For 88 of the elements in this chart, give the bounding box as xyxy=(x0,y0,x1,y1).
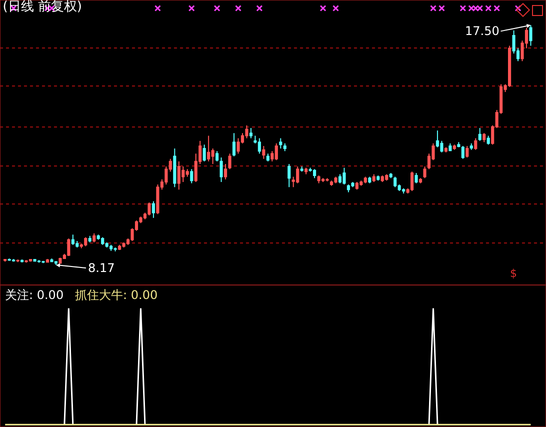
candlestick xyxy=(313,168,316,179)
candlestick xyxy=(84,236,88,247)
candlestick xyxy=(228,153,232,170)
candlestick xyxy=(28,258,32,262)
candlestick xyxy=(190,168,194,184)
candlestick xyxy=(71,234,74,246)
text: 关注: 0.00 xyxy=(5,288,64,302)
candlestick xyxy=(177,160,180,190)
candlestick xyxy=(122,242,126,248)
candlestick xyxy=(283,142,286,152)
candlestick xyxy=(368,176,372,184)
candlestick xyxy=(342,167,346,186)
candlestick xyxy=(394,176,397,188)
candlestick xyxy=(20,259,24,263)
candlestick xyxy=(418,178,422,184)
candlestick xyxy=(414,172,418,184)
candlestick xyxy=(24,260,28,264)
candlestick xyxy=(54,260,58,266)
candlestick xyxy=(114,246,117,252)
candlestick xyxy=(58,257,62,264)
candlestick xyxy=(355,181,358,190)
candlestick xyxy=(173,148,176,188)
candlestick xyxy=(457,142,460,148)
candlestick xyxy=(118,244,122,251)
candlestick xyxy=(216,150,219,162)
candlestick xyxy=(110,244,113,252)
chart-title: (日线 前复权) xyxy=(2,0,82,15)
candlestick xyxy=(448,142,452,152)
candlestick xyxy=(16,259,20,263)
annotation: 17.50 xyxy=(465,24,500,38)
candlestick xyxy=(220,157,223,182)
candlestick xyxy=(529,24,532,46)
annotation: $ xyxy=(510,267,517,280)
candlestick xyxy=(249,127,252,139)
candlestick xyxy=(92,232,96,243)
candlestick xyxy=(474,138,478,150)
candlestick xyxy=(37,260,41,264)
candlestick xyxy=(364,176,367,184)
candlestick xyxy=(288,163,291,188)
text: 抓住大牛: 0.00 xyxy=(75,288,158,302)
candlestick xyxy=(376,175,380,182)
candlestick xyxy=(304,167,308,175)
candlestick xyxy=(444,146,448,153)
candlestick xyxy=(317,175,320,184)
annotation: 8.17 xyxy=(88,261,115,275)
candlestick xyxy=(266,153,270,162)
candlestick xyxy=(152,200,155,218)
candlestick xyxy=(402,188,406,194)
candlestick xyxy=(452,144,456,150)
candlestick xyxy=(410,171,414,192)
candlestick xyxy=(461,145,464,160)
candlestick xyxy=(67,238,70,256)
candlestick xyxy=(33,258,36,262)
candlestick xyxy=(202,144,206,162)
candlestick xyxy=(258,138,261,154)
candlestick xyxy=(300,166,304,172)
candlestick xyxy=(360,180,363,186)
candlestick xyxy=(326,178,329,182)
candlestick xyxy=(321,178,325,182)
candlestick xyxy=(232,132,236,157)
candlestick xyxy=(274,142,278,161)
candlestick xyxy=(148,202,151,216)
candlestick xyxy=(88,235,92,243)
candlestick xyxy=(486,135,490,146)
candlestick xyxy=(346,184,350,193)
candlestick xyxy=(389,172,392,179)
candlestick xyxy=(372,174,376,182)
candlestick xyxy=(385,174,388,182)
candlestick xyxy=(42,260,45,264)
candlestick xyxy=(482,132,486,143)
candlestick xyxy=(470,142,473,150)
candlestick xyxy=(334,176,338,184)
candlestick xyxy=(351,181,354,188)
candlestick xyxy=(50,258,54,263)
candlestick xyxy=(330,180,334,186)
candlestick xyxy=(380,175,384,182)
candlestick xyxy=(296,166,300,184)
candlestick xyxy=(423,166,426,179)
candlestick xyxy=(478,127,482,142)
candlestick xyxy=(279,138,282,150)
candlestick xyxy=(12,258,16,262)
candlestick xyxy=(224,163,228,180)
candlestick xyxy=(466,145,469,158)
candlestick xyxy=(4,258,7,262)
candlestick xyxy=(101,236,104,246)
candlestick xyxy=(262,145,266,160)
candlestick xyxy=(207,135,210,162)
candlestick xyxy=(8,258,11,262)
